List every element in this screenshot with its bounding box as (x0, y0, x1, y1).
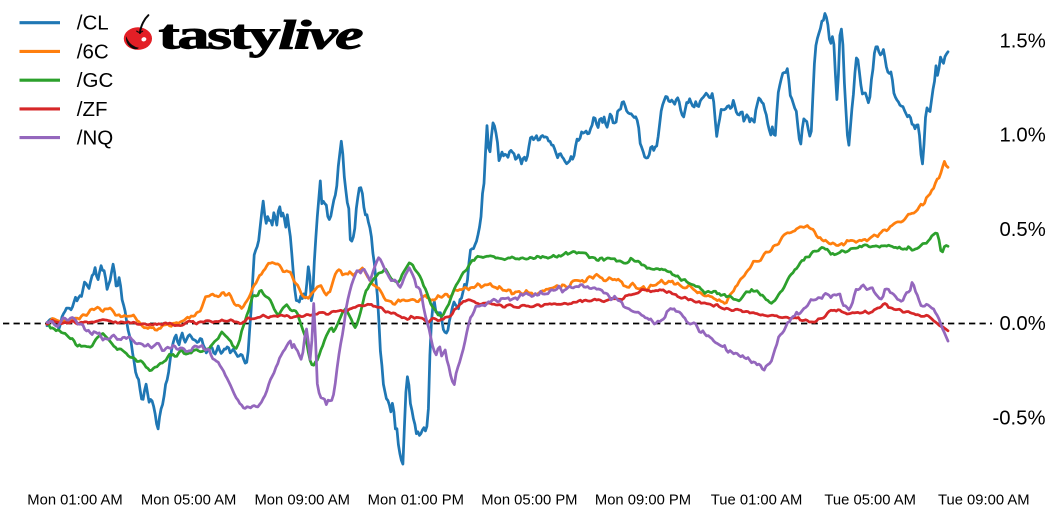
svg-text:Tue 01:00 AM: Tue 01:00 AM (711, 492, 803, 508)
svg-text:/CL: /CL (77, 12, 109, 35)
svg-text:1.5%: 1.5% (1000, 30, 1046, 52)
svg-text:/ZF: /ZF (77, 98, 108, 121)
svg-text:0.5%: 0.5% (1000, 219, 1046, 241)
svg-text:Tue 05:00 AM: Tue 05:00 AM (824, 492, 916, 508)
svg-text:0.0%: 0.0% (1000, 313, 1046, 335)
svg-text:Mon 05:00 PM: Mon 05:00 PM (481, 492, 577, 508)
svg-text:/NQ: /NQ (77, 127, 113, 150)
svg-text:Tue 09:00 AM: Tue 09:00 AM (938, 492, 1030, 508)
svg-text:1.0%: 1.0% (1000, 125, 1046, 147)
svg-text:Mon 01:00 AM: Mon 01:00 AM (27, 492, 122, 508)
svg-text:/6C: /6C (77, 40, 109, 63)
svg-text:tastylive: tastylive (159, 12, 363, 58)
svg-text:Mon 01:00 PM: Mon 01:00 PM (368, 492, 464, 508)
svg-text:Mon 09:00 PM: Mon 09:00 PM (595, 492, 691, 508)
svg-text:/GC: /GC (77, 69, 114, 92)
svg-text:Mon 09:00 AM: Mon 09:00 AM (254, 492, 349, 508)
svg-text:-0.5%: -0.5% (993, 408, 1046, 430)
svg-text:Mon 05:00 AM: Mon 05:00 AM (141, 492, 236, 508)
